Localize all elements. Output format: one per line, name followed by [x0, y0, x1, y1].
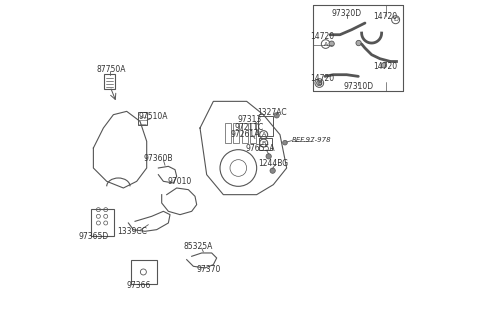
Text: 14720: 14720: [373, 62, 397, 71]
Text: B: B: [262, 140, 266, 145]
Circle shape: [356, 40, 361, 46]
Circle shape: [283, 140, 288, 145]
Text: D: D: [393, 17, 398, 22]
Circle shape: [274, 113, 279, 118]
Circle shape: [270, 168, 276, 173]
Circle shape: [381, 63, 386, 68]
Text: 1244BG: 1244BG: [258, 159, 288, 168]
Text: 97313: 97313: [237, 115, 262, 124]
Text: 97655A: 97655A: [245, 144, 275, 153]
Text: 14720: 14720: [311, 32, 335, 41]
Text: 14720: 14720: [311, 74, 335, 83]
Text: A: A: [262, 132, 266, 137]
Circle shape: [329, 41, 334, 46]
Text: 1339CC: 1339CC: [117, 227, 147, 236]
Text: 1327AC: 1327AC: [257, 108, 287, 117]
Text: B: B: [317, 81, 322, 86]
Text: 97310D: 97310D: [343, 82, 373, 91]
Text: 97261A: 97261A: [231, 129, 260, 138]
Circle shape: [317, 80, 322, 86]
Text: 97365D: 97365D: [78, 233, 108, 242]
Text: 97211C: 97211C: [234, 123, 264, 132]
Text: 97010: 97010: [168, 177, 192, 186]
Text: 97360B: 97360B: [144, 154, 173, 163]
Text: 14720: 14720: [373, 12, 397, 21]
Text: A: A: [324, 42, 328, 47]
Text: 97320D: 97320D: [332, 8, 362, 17]
Text: REF.97-978: REF.97-978: [292, 137, 331, 143]
Circle shape: [266, 154, 271, 159]
Text: 97366: 97366: [126, 281, 151, 290]
Text: 97510A: 97510A: [139, 112, 168, 121]
Text: 85325A: 85325A: [184, 242, 213, 251]
Text: 87750A: 87750A: [97, 65, 126, 74]
Text: 97370: 97370: [196, 265, 220, 274]
